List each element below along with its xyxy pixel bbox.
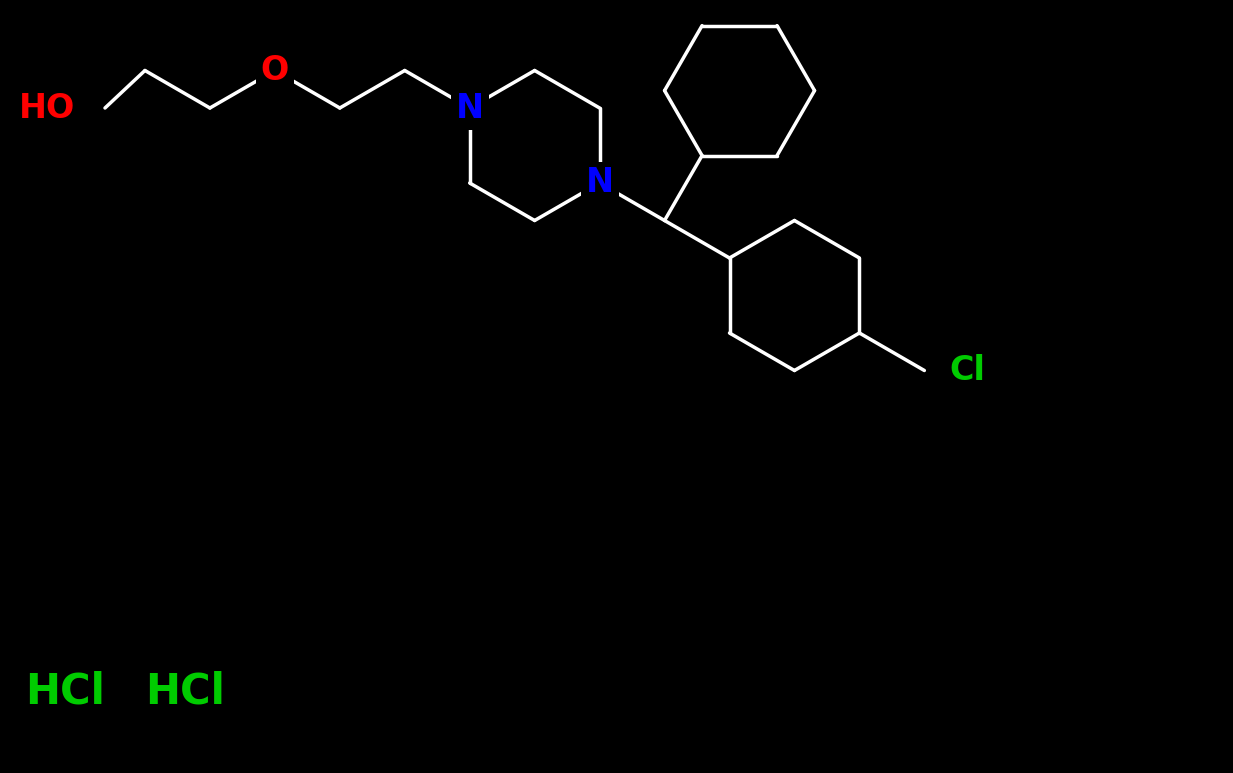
Text: HCl: HCl bbox=[25, 670, 105, 712]
Text: N: N bbox=[586, 166, 614, 199]
Text: O: O bbox=[260, 54, 289, 87]
Text: HO: HO bbox=[18, 91, 75, 124]
Text: HCl: HCl bbox=[145, 670, 224, 712]
Text: N: N bbox=[456, 91, 483, 124]
Text: Cl: Cl bbox=[949, 354, 985, 387]
